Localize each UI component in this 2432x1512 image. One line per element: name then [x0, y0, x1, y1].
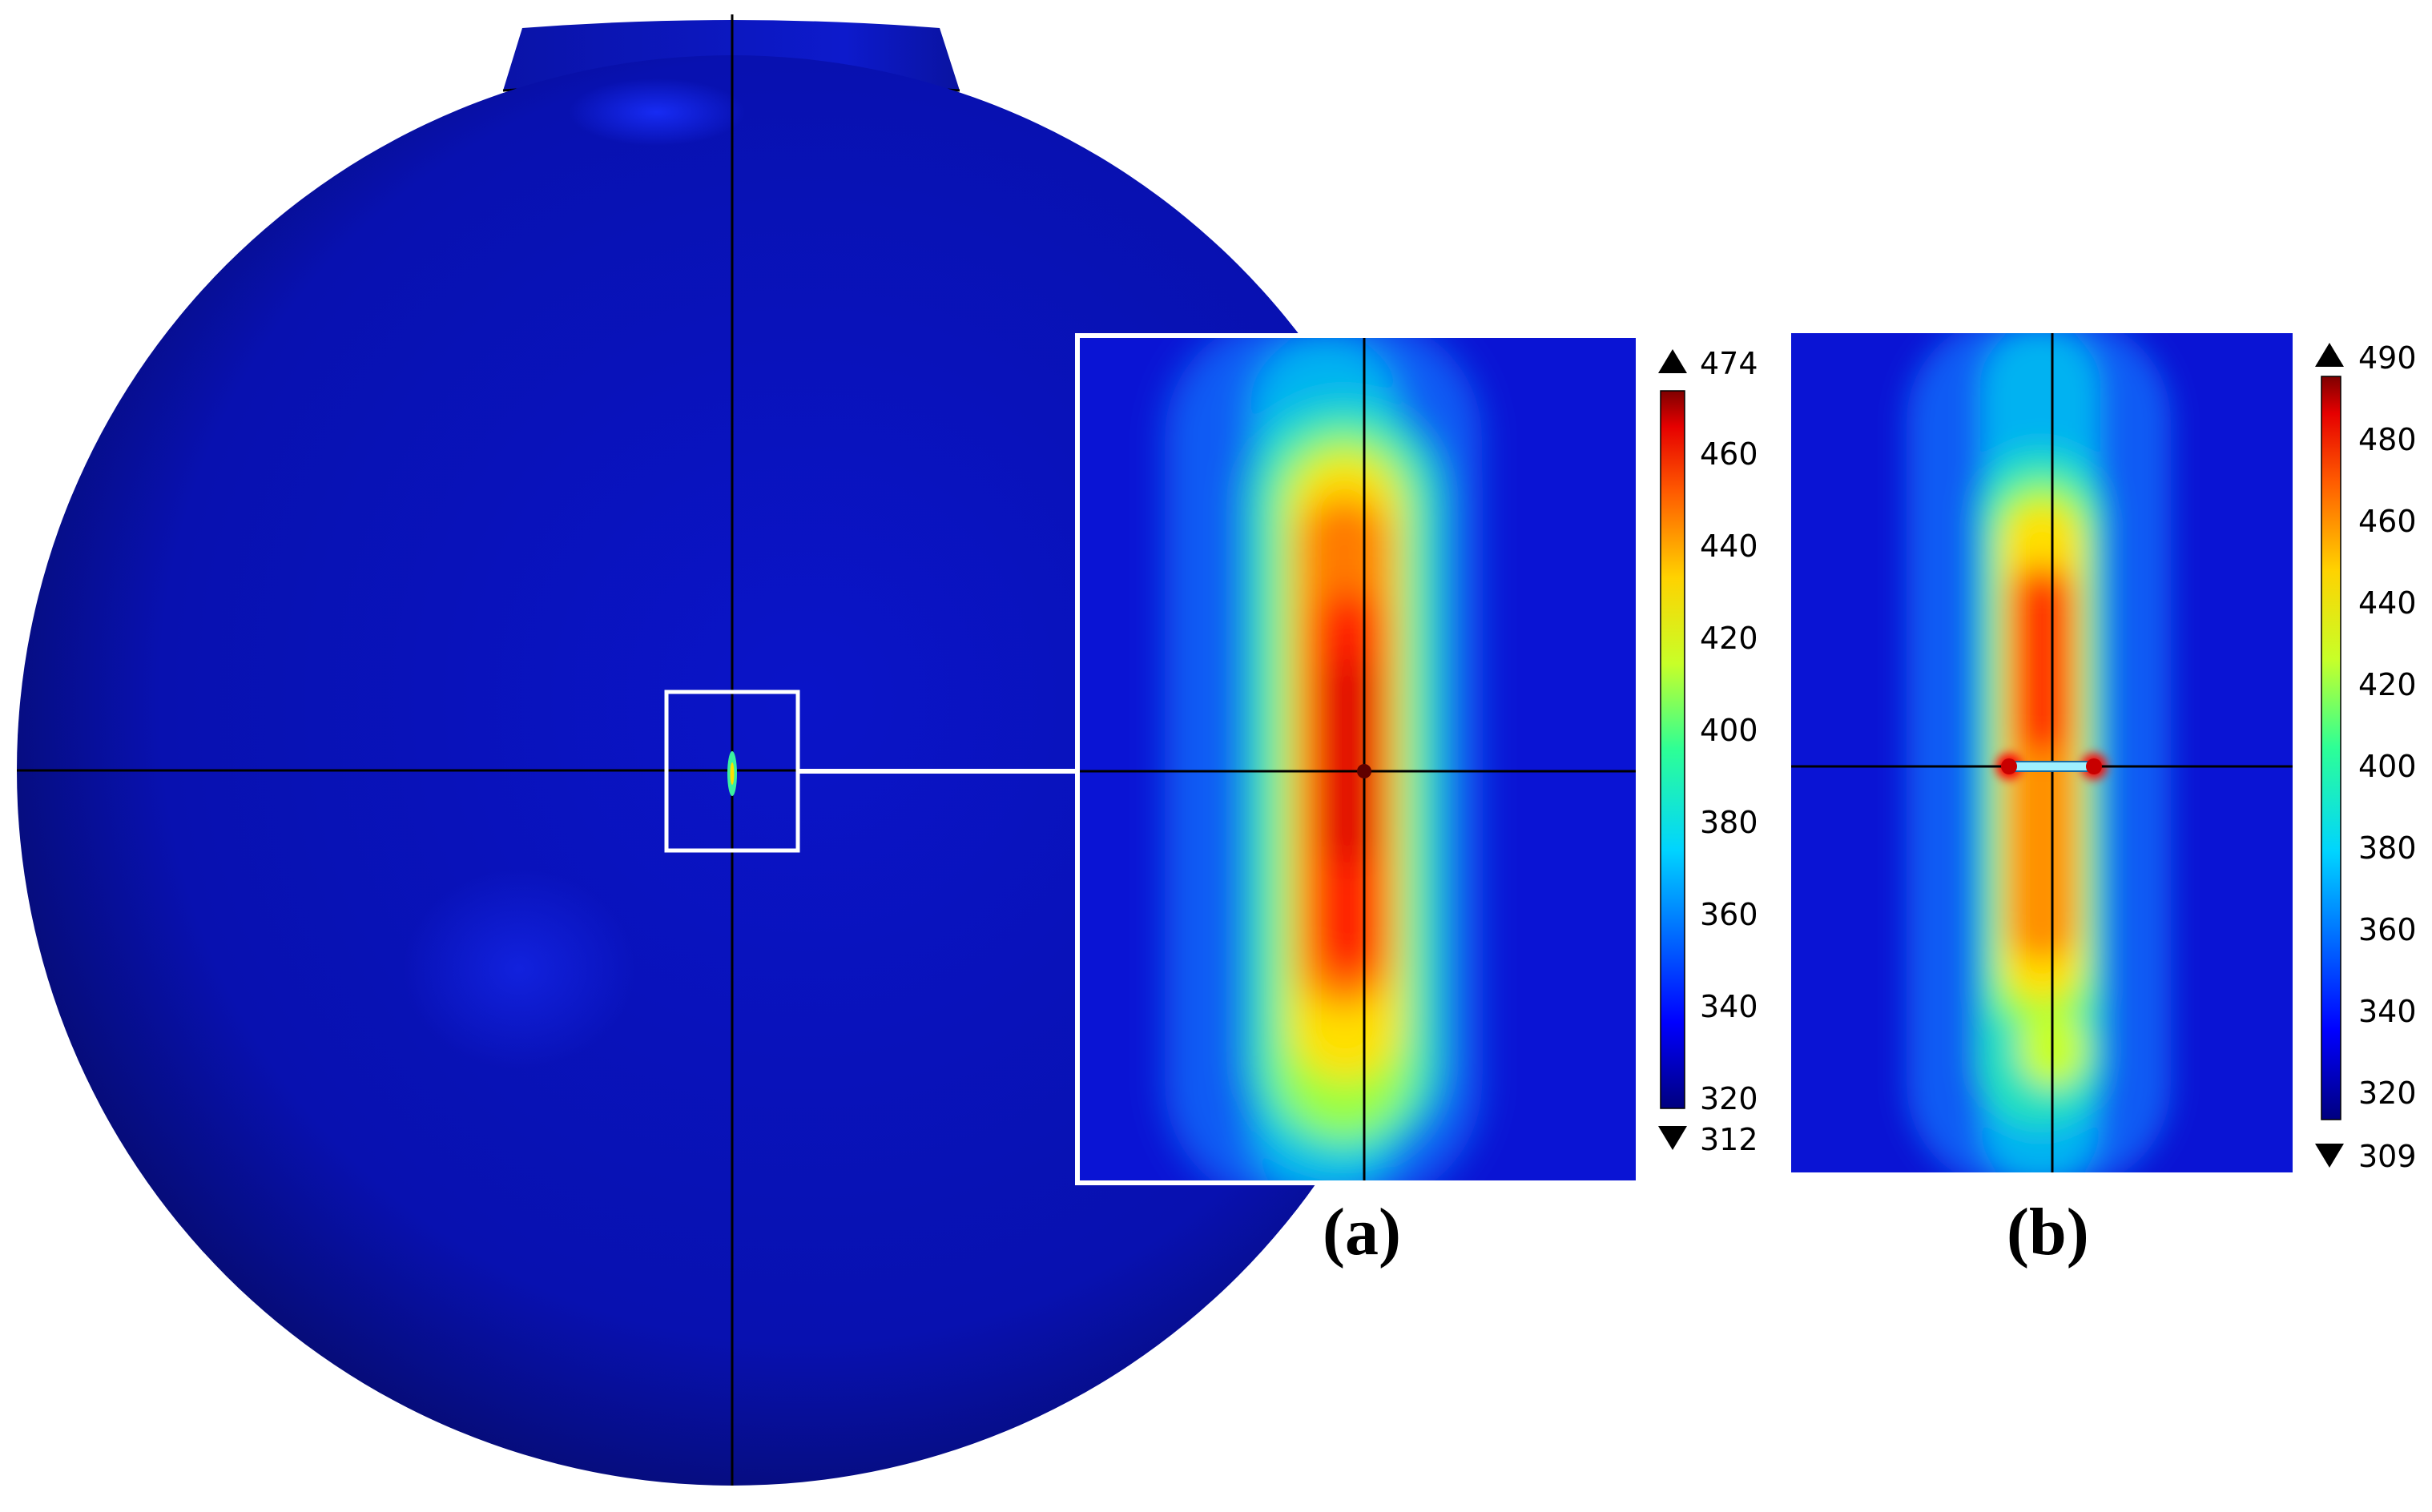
colorbar-a-bar	[1660, 390, 1685, 1109]
colorbar-b-tick-label: 400	[2358, 749, 2417, 784]
panel-a-label: (a)	[1323, 1195, 1401, 1269]
colorbar-b-tick-label: 320	[2358, 1076, 2417, 1111]
panel-b-plot	[1791, 333, 2293, 1172]
colorbar-a-tick-label: 400	[1700, 713, 1758, 748]
panel-a-colorbar: 474 460 440 420 400 380 360 340 320 312	[1658, 346, 1758, 1157]
panel-b-crack-tip-right	[2086, 758, 2102, 774]
panel-b-label: (b)	[2007, 1195, 2089, 1269]
colorbar-a-tick-label: 360	[1700, 897, 1758, 932]
colorbar-b-tick-label: 480	[2358, 422, 2417, 457]
colorbar-a-tick-label: 460	[1700, 436, 1758, 472]
colorbar-a-max-label: 474	[1700, 346, 1758, 381]
colorbar-a-tick-label: 380	[1700, 805, 1758, 840]
defect-spot-core	[730, 762, 735, 785]
colorbar-b-bar	[2321, 376, 2341, 1120]
panel-a-frame	[1075, 333, 1641, 1185]
colorbar-a-tick-label: 340	[1700, 989, 1758, 1024]
colorbar-b-tick-label: 340	[2358, 994, 2417, 1029]
colorbar-b-tick-label: 420	[2358, 667, 2417, 702]
panel-b-colorbar: 490 480 460 440 420 400 380 360 340 320 309	[2315, 340, 2417, 1174]
colorbar-b-max-label: 490	[2358, 340, 2417, 376]
sphere-highlight-lower	[403, 869, 635, 1069]
colorbar-b-min-arrow	[2315, 1144, 2344, 1168]
colorbar-b-tick-label: 360	[2358, 912, 2417, 947]
colorbar-b-max-arrow	[2315, 343, 2344, 367]
colorbar-a-tick-label: 420	[1700, 621, 1758, 656]
colorbar-a-max-arrow	[1658, 349, 1687, 373]
panel-a-center-marker	[1357, 764, 1371, 778]
colorbar-b-tick-label: 440	[2358, 585, 2417, 621]
panel-a-plot	[1075, 333, 1641, 1185]
colorbar-a-min-label: 312	[1700, 1122, 1758, 1157]
colorbar-a-min-arrow	[1658, 1126, 1687, 1150]
panel-b-crack-tip-left	[2001, 758, 2017, 774]
colorbar-b-tick-label: 460	[2358, 504, 2417, 539]
colorbar-b-min-label: 309	[2358, 1139, 2417, 1174]
colorbar-b-tick-label: 380	[2358, 830, 2417, 866]
sphere-highlight-top	[569, 78, 745, 146]
colorbar-a-tick-label: 440	[1700, 529, 1758, 564]
colorbar-a-tick-label: 320	[1700, 1081, 1758, 1116]
panel-b-crack	[2010, 761, 2093, 772]
